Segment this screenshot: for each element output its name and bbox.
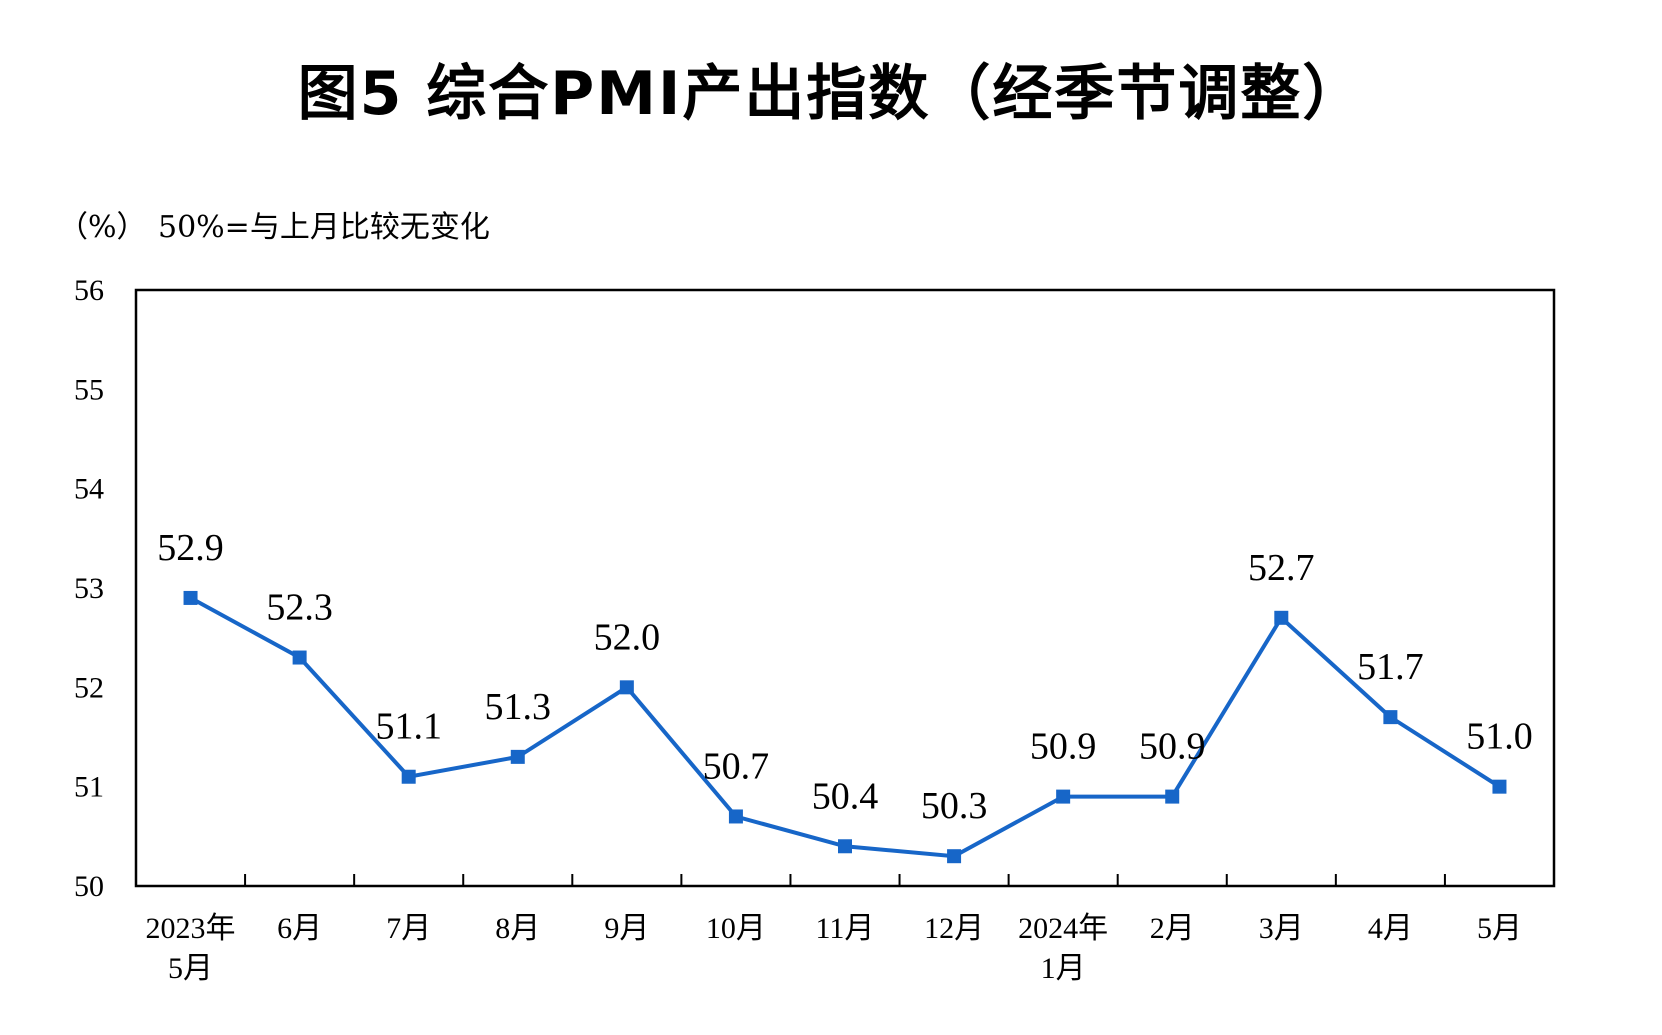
data-label: 50.7 bbox=[703, 745, 770, 787]
data-point bbox=[183, 590, 198, 605]
data-label: 52.0 bbox=[594, 616, 661, 658]
x-tick-label: 12月 bbox=[924, 912, 984, 945]
x-tick-label: 3月 bbox=[1259, 912, 1304, 945]
x-tick-label: 2月 bbox=[1150, 912, 1195, 945]
y-tick-label: 56 bbox=[74, 274, 104, 307]
data-point bbox=[619, 680, 634, 695]
y-axis-unit: （%） bbox=[58, 210, 147, 245]
data-label: 50.9 bbox=[1139, 726, 1206, 768]
y-tick-label: 50 bbox=[74, 870, 104, 903]
data-markers bbox=[183, 590, 1507, 864]
x-tick-label: 2024年 bbox=[1018, 912, 1108, 945]
data-label: 51.3 bbox=[485, 686, 552, 728]
data-label: 52.7 bbox=[1248, 547, 1315, 589]
data-label: 51.1 bbox=[375, 706, 442, 748]
data-label: 51.7 bbox=[1357, 646, 1424, 688]
x-tick-label: 11月 bbox=[816, 912, 875, 945]
x-tick-label: 6月 bbox=[277, 912, 322, 945]
data-label: 52.3 bbox=[266, 587, 333, 629]
x-tick-label: 9月 bbox=[604, 912, 649, 945]
chart-title: 图5 综合PMI产出指数（经季节调整） bbox=[297, 59, 1365, 129]
data-point bbox=[1274, 610, 1289, 625]
data-labels: 52.9 52.3 51.1 51.3 52.0 50.7 50.4 50.3 50.9 50.9… bbox=[157, 527, 1532, 827]
x-tick-label: 5月 bbox=[168, 952, 213, 985]
x-tick-label: 8月 bbox=[495, 912, 540, 945]
data-point bbox=[1383, 710, 1398, 725]
data-label: 52.9 bbox=[157, 527, 224, 569]
y-tick-label: 54 bbox=[74, 473, 104, 506]
x-tick-label: 2023年 bbox=[146, 912, 236, 945]
y-tick-label: 53 bbox=[74, 572, 104, 605]
data-point bbox=[1165, 789, 1180, 804]
x-tick-label: 4月 bbox=[1368, 912, 1413, 945]
data-label: 50.9 bbox=[1030, 726, 1097, 768]
data-point bbox=[292, 650, 307, 665]
x-tick-label: 5月 bbox=[1477, 912, 1522, 945]
data-point bbox=[838, 839, 852, 854]
x-axis-labels: 2023年 5月 6月 7月 8月 9月 10月 11月 12月 2024年 1月 2月 3月 4月 5月 bbox=[146, 912, 1522, 985]
x-axis-ticks bbox=[244, 874, 1446, 886]
data-point bbox=[510, 749, 525, 764]
plot-frame bbox=[134, 288, 1556, 888]
y-axis-ticks: 50 51 52 53 54 55 56 bbox=[74, 274, 104, 903]
x-tick-label: 10月 bbox=[706, 912, 766, 945]
data-label: 50.4 bbox=[812, 775, 879, 817]
x-tick-label: 7月 bbox=[386, 912, 431, 945]
y-axis-note: 50%=与上月比较无变化 bbox=[158, 210, 490, 245]
data-point bbox=[728, 809, 743, 824]
data-point bbox=[947, 849, 962, 864]
y-tick-label: 55 bbox=[74, 373, 104, 406]
data-label: 50.3 bbox=[921, 785, 988, 827]
data-point bbox=[401, 769, 416, 784]
data-label: 51.0 bbox=[1466, 716, 1533, 758]
x-tick-label: 1月 bbox=[1041, 952, 1086, 985]
data-point bbox=[1492, 779, 1507, 794]
y-tick-label: 52 bbox=[74, 671, 104, 704]
data-point bbox=[1056, 789, 1071, 804]
y-tick-label: 51 bbox=[74, 771, 104, 804]
